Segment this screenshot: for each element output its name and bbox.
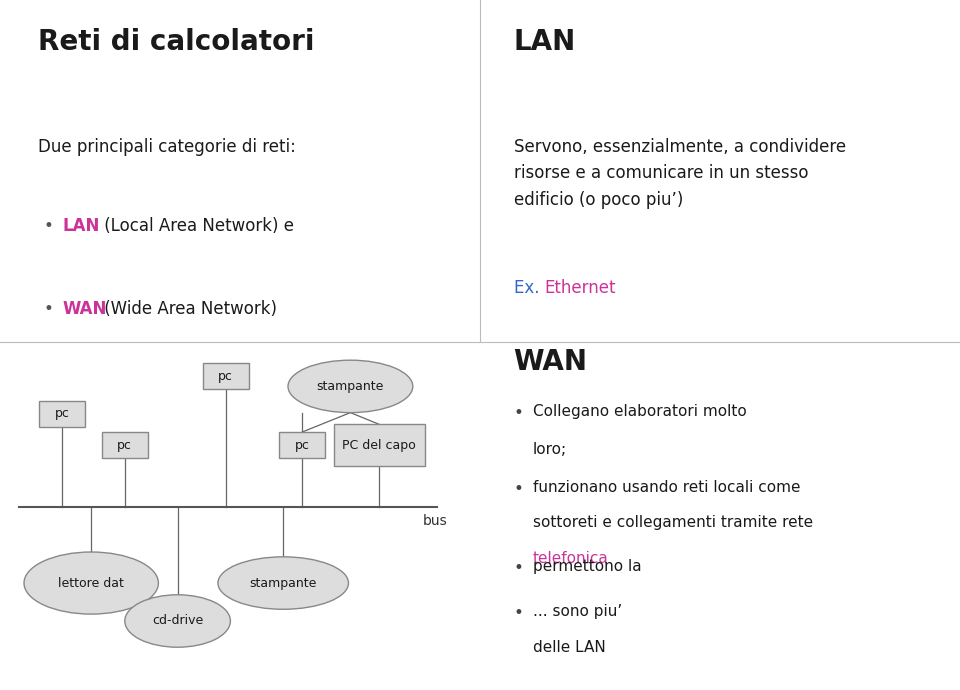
Text: pc: pc [295,439,310,451]
Text: pc: pc [55,408,70,420]
Text: pc: pc [218,370,233,382]
Text: pc: pc [117,439,132,451]
Text: Collegano elaboratori molto: Collegano elaboratori molto [533,404,752,419]
Text: bus: bus [422,514,447,528]
Text: LAN: LAN [62,217,100,235]
FancyBboxPatch shape [39,401,85,427]
Ellipse shape [125,595,230,647]
Text: funzionano usando reti locali come: funzionano usando reti locali come [533,480,801,495]
Text: PC del capo: PC del capo [343,439,416,451]
Ellipse shape [24,552,158,614]
Text: stampante: stampante [250,577,317,589]
FancyBboxPatch shape [279,432,325,458]
Text: lettore dat: lettore dat [59,577,124,589]
Text: LAN: LAN [514,28,576,56]
Text: •: • [43,217,53,235]
Text: Servono, essenzialmente, a condividere
risorse e a comunicare in un stesso
edifi: Servono, essenzialmente, a condividere r… [514,138,846,209]
Text: Ethernet: Ethernet [544,279,615,297]
Text: •: • [43,300,53,318]
FancyBboxPatch shape [102,432,148,458]
Text: •: • [514,559,523,577]
Text: stampante: stampante [317,380,384,393]
Text: permettono la: permettono la [533,559,646,574]
Text: Reti di calcolatori: Reti di calcolatori [38,28,315,56]
Text: •: • [514,480,523,497]
FancyBboxPatch shape [203,363,249,389]
Text: •: • [514,404,523,422]
Text: delle LAN: delle LAN [533,640,606,655]
Text: (Wide Area Network): (Wide Area Network) [99,300,276,318]
Text: WAN: WAN [514,348,588,377]
Text: telefonica: telefonica [533,551,609,566]
Text: sottoreti e collegamenti tramite rete: sottoreti e collegamenti tramite rete [533,515,813,531]
Text: WAN: WAN [62,300,107,318]
Text: •: • [514,604,523,622]
Text: loro;: loro; [533,442,567,457]
Text: (Local Area Network) e: (Local Area Network) e [99,217,294,235]
Text: Due principali categorie di reti:: Due principali categorie di reti: [38,138,297,156]
FancyBboxPatch shape [334,424,424,466]
Text: ... sono piu’: ... sono piu’ [533,604,627,619]
Text: cd-drive: cd-drive [152,615,204,627]
Ellipse shape [218,557,348,609]
Ellipse shape [288,360,413,413]
Text: Ex.: Ex. [514,279,544,297]
